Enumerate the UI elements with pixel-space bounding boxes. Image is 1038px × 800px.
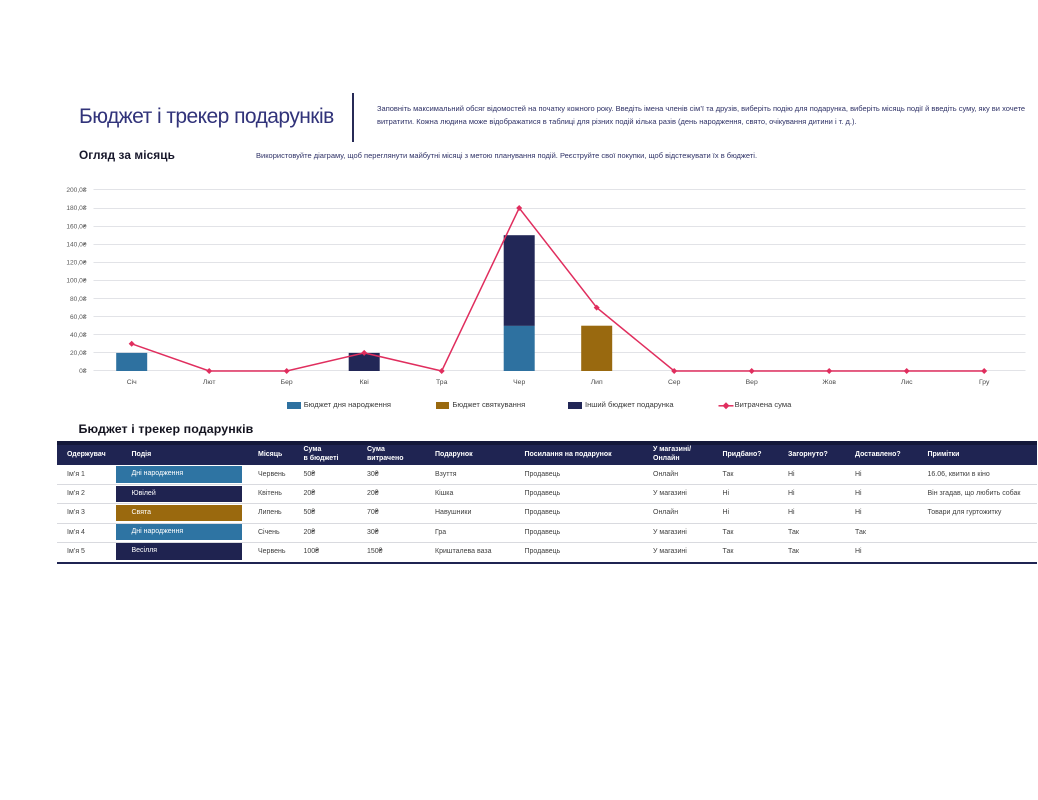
svg-text:180,0₴: 180,0₴ [66,205,87,212]
svg-text:Лип: Лип [591,379,603,386]
svg-text:20,0₴: 20,0₴ [70,350,87,357]
svg-text:Гру: Гру [979,379,990,386]
svg-text:Тра: Тра [436,379,448,386]
svg-text:Лют: Лют [203,379,216,386]
svg-text:Чер: Чер [513,379,525,386]
svg-text:Жов: Жов [822,379,836,386]
svg-text:60,0₴: 60,0₴ [70,314,87,321]
svg-text:Бер: Бер [281,379,293,386]
svg-text:Сер: Сер [668,379,681,386]
svg-text:120,0₴: 120,0₴ [66,260,87,267]
svg-text:Лис: Лис [901,379,913,386]
svg-text:Вер: Вер [746,379,758,386]
svg-text:100,0₴: 100,0₴ [66,278,87,285]
svg-text:160,0₴: 160,0₴ [66,223,87,230]
svg-text:140,0₴: 140,0₴ [66,241,87,248]
svg-text:Кві: Кві [360,378,370,386]
svg-text:200,0₴: 200,0₴ [66,187,87,194]
svg-text:80,0₴: 80,0₴ [70,296,87,303]
svg-text:Січ: Січ [127,378,137,386]
svg-text:0₴: 0₴ [79,368,87,375]
svg-text:40,0₴: 40,0₴ [70,332,87,339]
